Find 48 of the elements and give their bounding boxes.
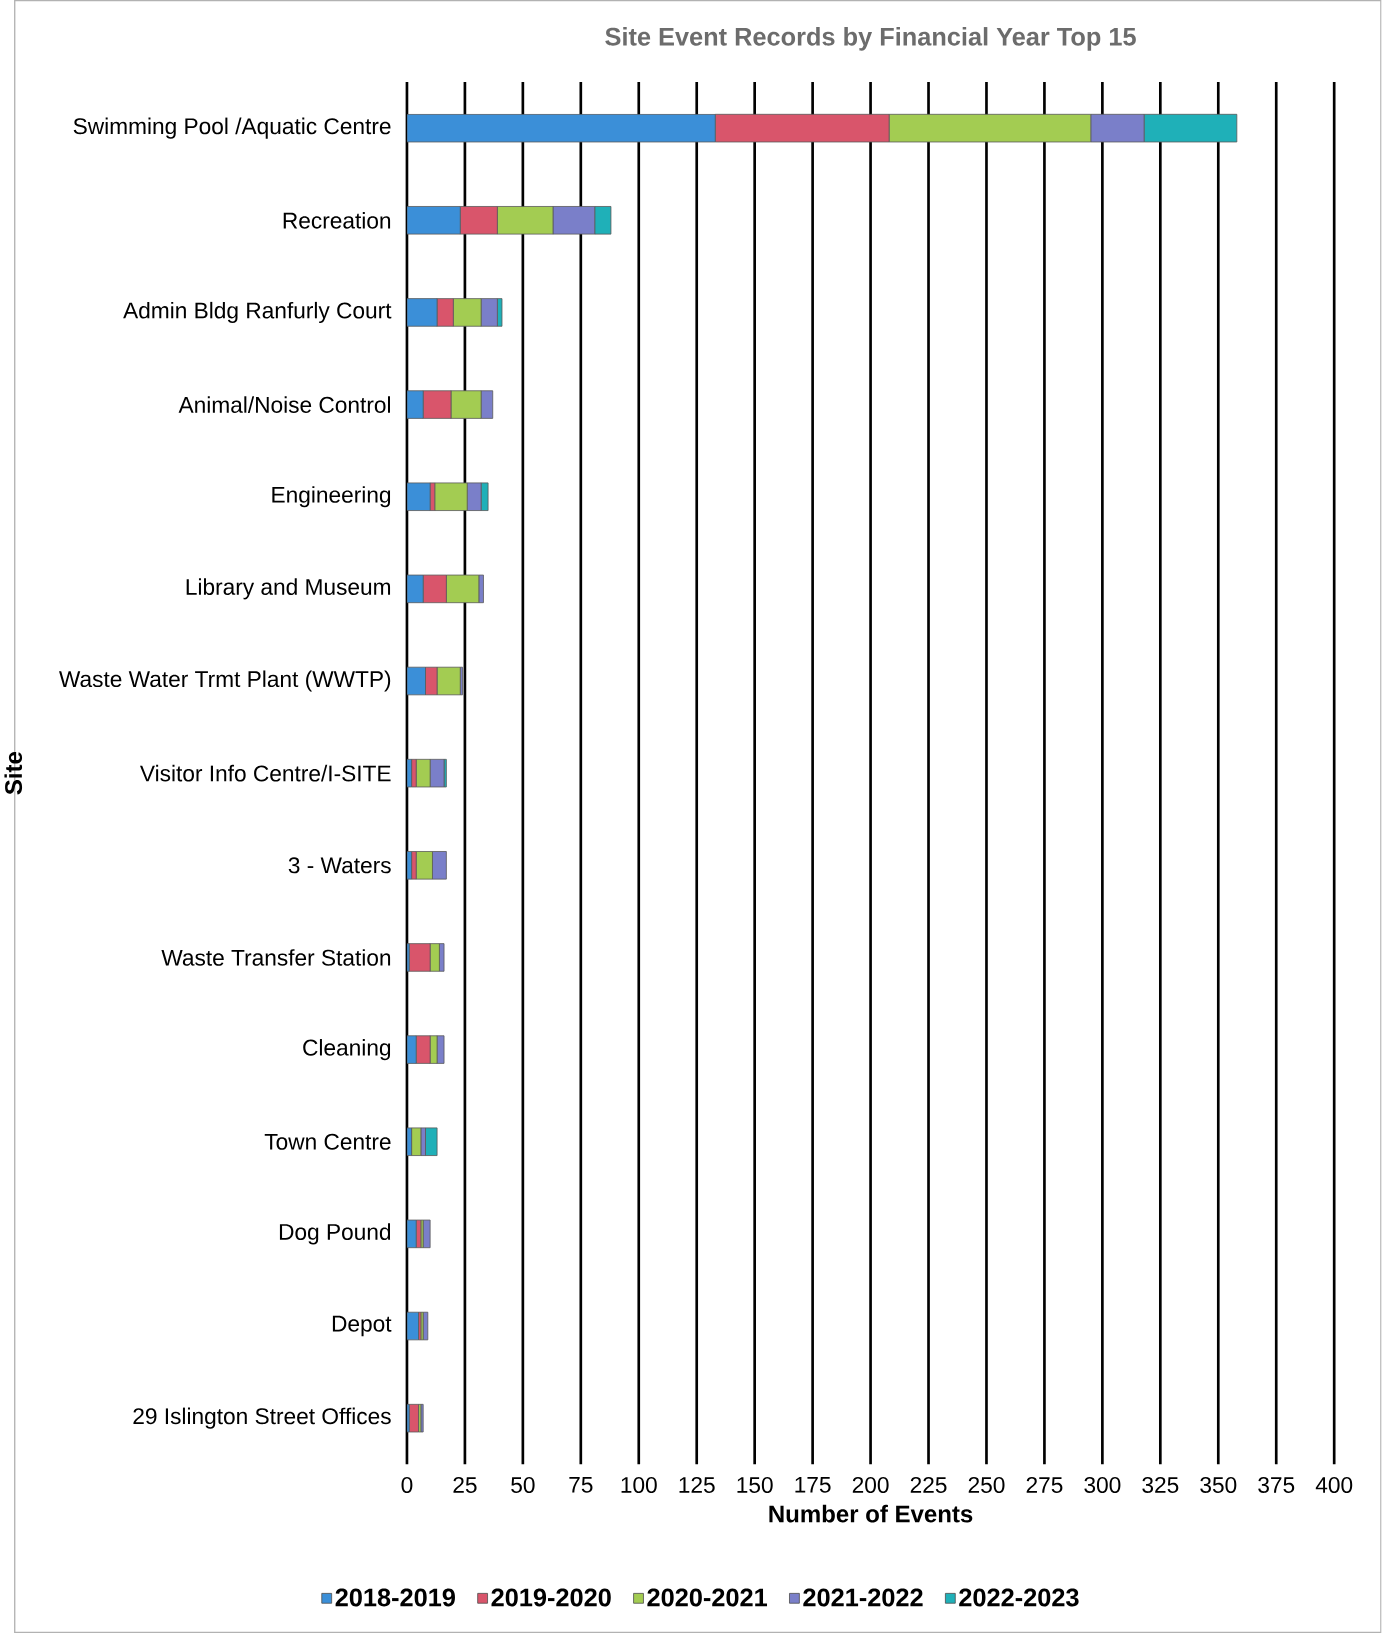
- x-tick-label: 25: [453, 1476, 477, 1494]
- x-tick-label: 350: [1200, 1476, 1237, 1494]
- x-tick-label: 325: [1142, 1476, 1179, 1494]
- y-tick-label: Animal/Noise Control: [178, 396, 391, 413]
- x-tick-label: 50: [511, 1476, 535, 1494]
- y-tick-label: Engineering: [272, 486, 391, 508]
- y-tick-label: Depot: [333, 1315, 392, 1337]
- y-tick-label: Dog Pound: [280, 1223, 391, 1245]
- y-tick-label: Swimming Pool /Aquatic Centre: [73, 117, 391, 139]
- y-tick-label: Waste Transfer Station: [161, 949, 391, 966]
- y-tick-label: 29 Islington Street Offices: [133, 1407, 391, 1429]
- bar: [407, 482, 431, 511]
- x-tick-label: 250: [968, 1476, 1005, 1494]
- y-tick-label: 3 - Waters: [288, 857, 391, 874]
- chart-title: Site Event Records by Financial Year Top 15: [605, 27, 1137, 51]
- legend-label: 2018-2019: [335, 1588, 456, 1607]
- x-tick-label: 400: [1316, 1476, 1353, 1494]
- y-tick-label: Town Centre: [264, 1133, 391, 1150]
- y-tick-label: Admin Bldg Ranfurly Court: [123, 301, 392, 324]
- y-tick-label: Waste Water Trmt Plant (WWTP): [59, 670, 391, 692]
- x-tick-label: 300: [1084, 1476, 1121, 1494]
- y-tick-label: Cleaning: [303, 1039, 391, 1061]
- bar: [407, 1311, 420, 1341]
- x-tick-label: 150: [737, 1476, 773, 1494]
- bar: [409, 1403, 420, 1433]
- x-tick-label: 225: [910, 1476, 947, 1494]
- legend-label: 2022-2023: [959, 1588, 1079, 1607]
- y-tick-label: Library and Museum: [186, 578, 391, 600]
- x-tick-label: 175: [795, 1476, 831, 1493]
- y-tick-label: Recreation: [283, 211, 391, 229]
- x-tick-label: 75: [569, 1476, 593, 1493]
- x-axis-title: Number of Events: [769, 1504, 973, 1523]
- y-tick-label: Visitor Info Centre/I-SITE: [140, 764, 391, 782]
- x-tick-label: 275: [1026, 1476, 1063, 1494]
- legend-label: 2020-2021: [647, 1588, 768, 1607]
- bar: [423, 1219, 431, 1249]
- x-tick-label: 100: [621, 1476, 658, 1494]
- legend-label: 2019-2020: [491, 1588, 611, 1607]
- bar: [407, 851, 413, 880]
- x-tick-label: 375: [1258, 1476, 1295, 1494]
- x-tick-label: 125: [679, 1476, 715, 1494]
- x-tick-label: 0: [401, 1476, 413, 1494]
- bar: [425, 1127, 438, 1156]
- x-tick-label: 200: [853, 1476, 889, 1494]
- bar: [411, 1127, 422, 1156]
- y-axis-title: Site: [4, 751, 23, 795]
- legend-label: 2021-2022: [803, 1588, 923, 1607]
- bar: [407, 758, 413, 788]
